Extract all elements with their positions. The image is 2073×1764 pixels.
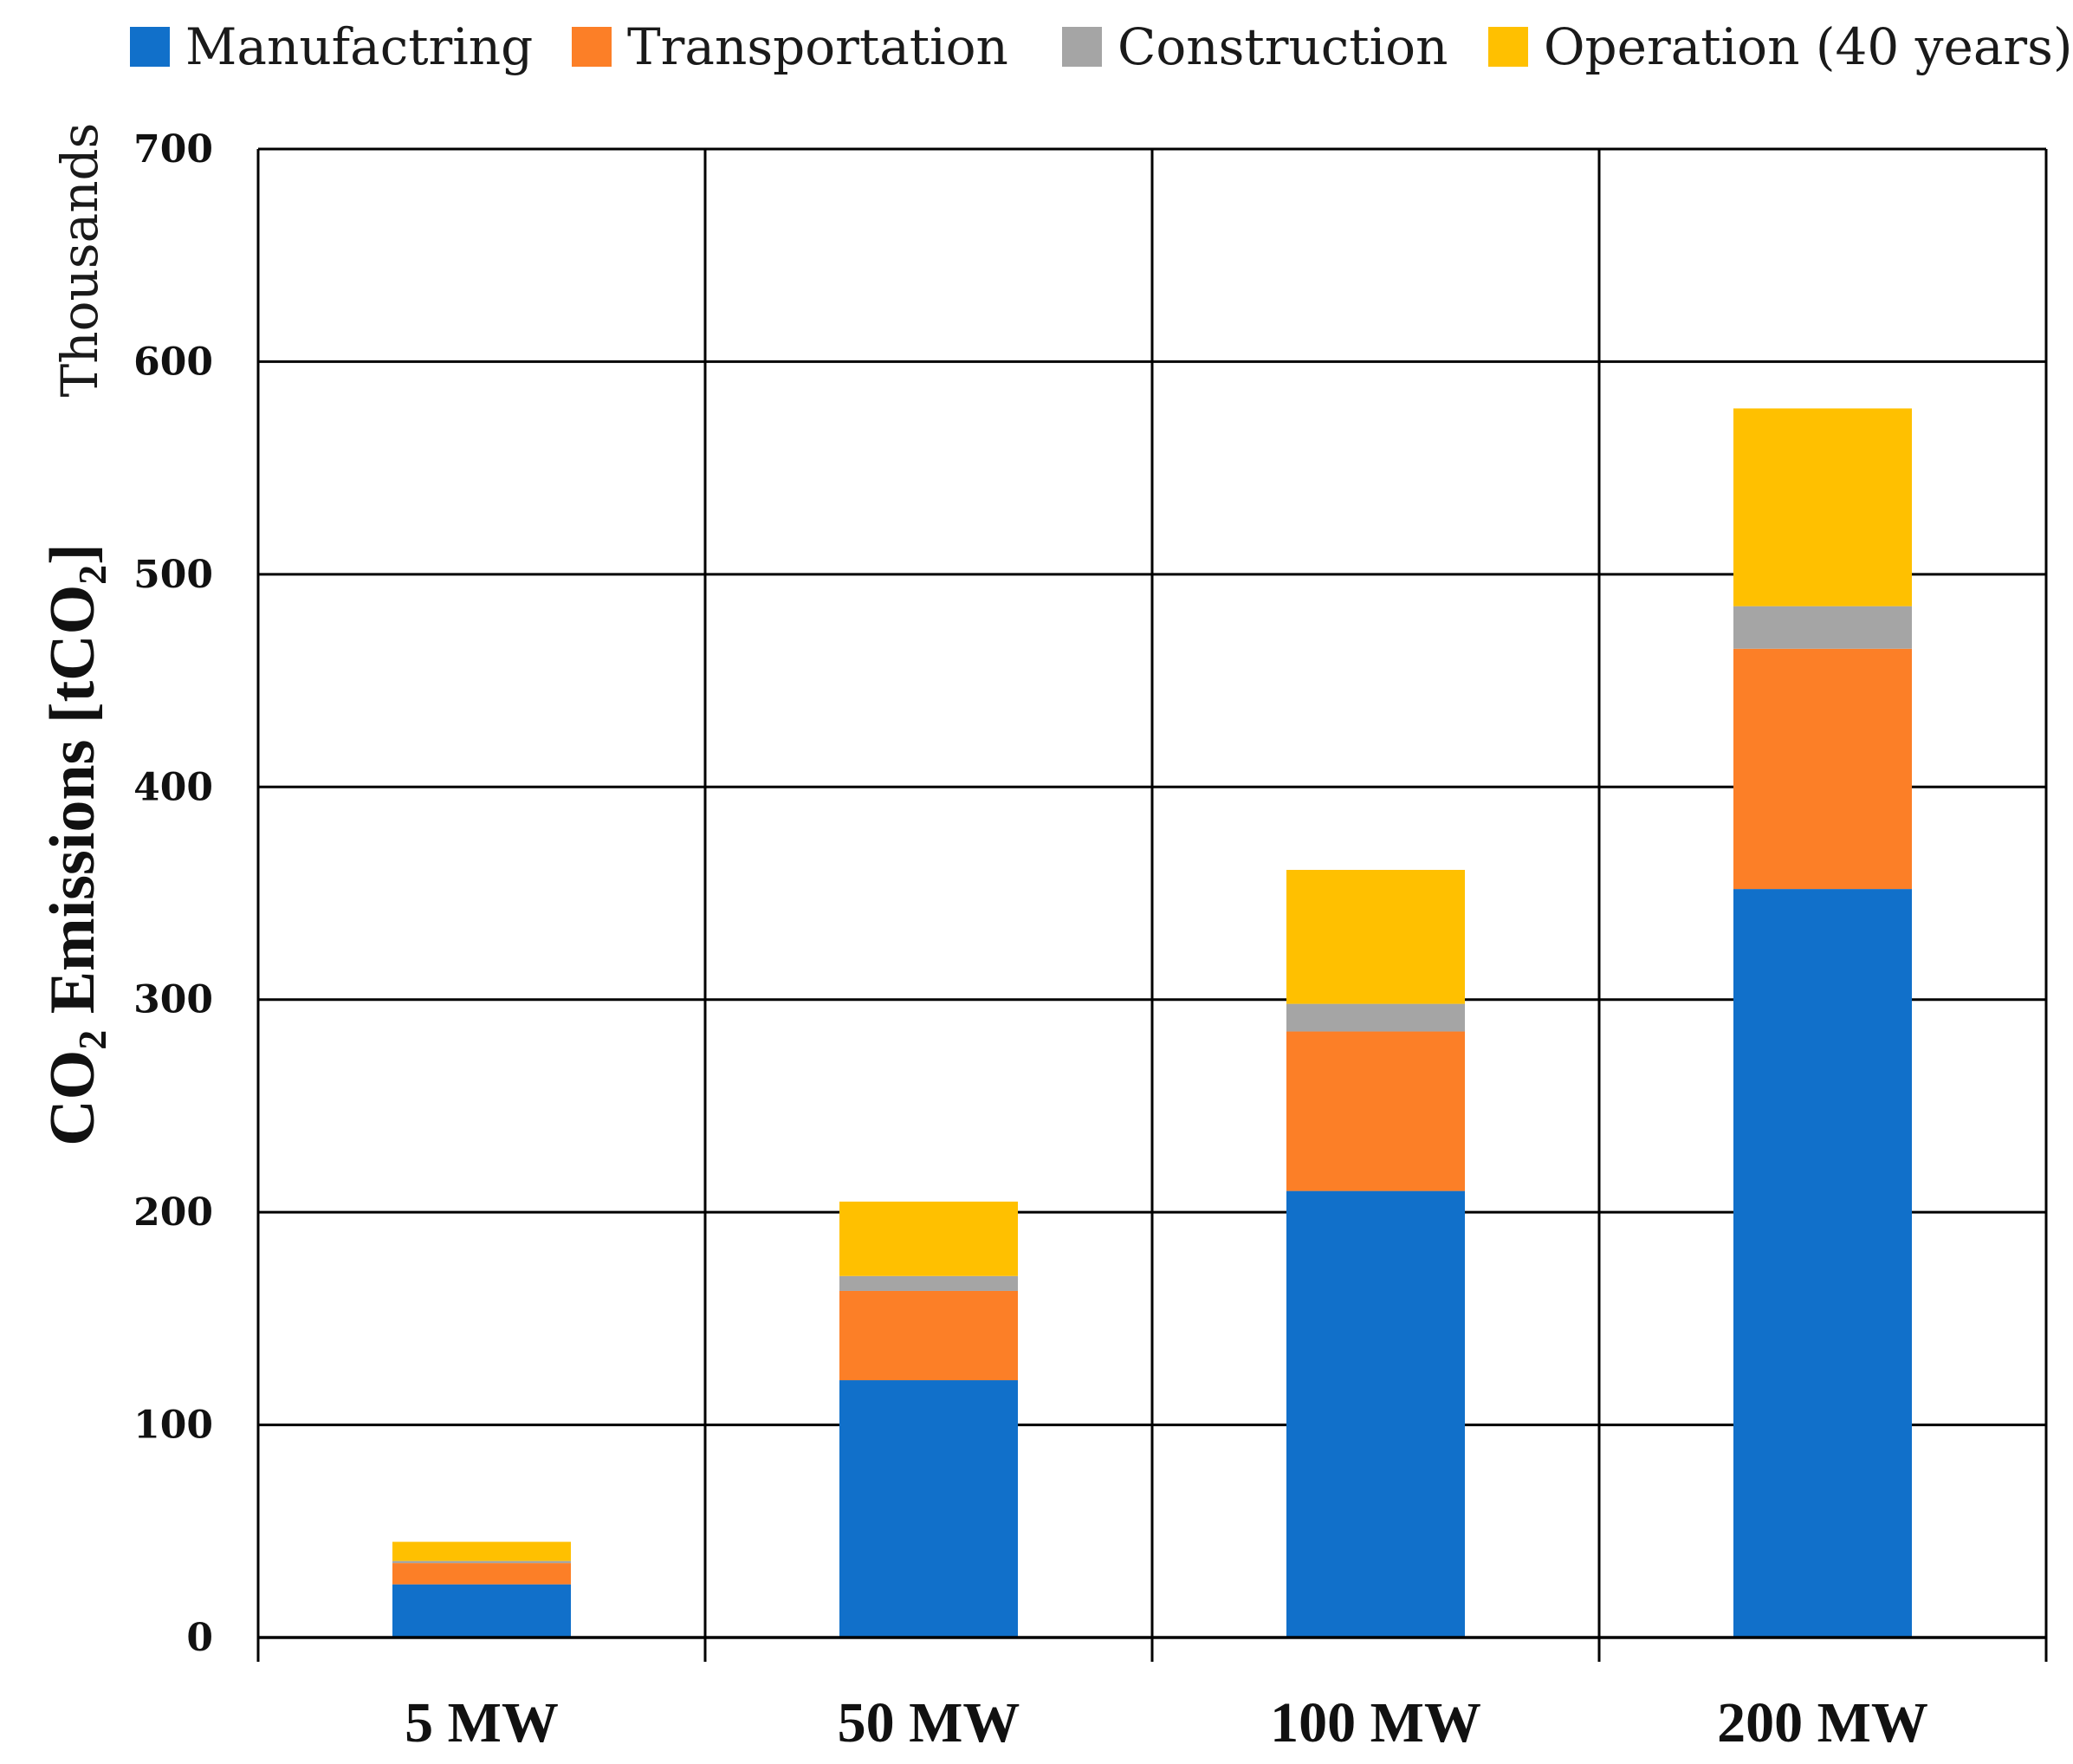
- bar-segment: [392, 1541, 571, 1561]
- legend-label: Transportation: [627, 17, 1008, 76]
- bar-segment: [1286, 870, 1465, 1004]
- y-axis-title-middle-sub: 2: [70, 565, 114, 585]
- bar-segment: [392, 1563, 571, 1585]
- legend-swatch: [572, 27, 612, 67]
- bar-segment: [1733, 606, 1912, 649]
- y-tick-label: 600: [133, 340, 213, 384]
- legend-swatch: [130, 27, 170, 67]
- y-axis-title-middle: Emissions [tCO: [37, 585, 108, 1030]
- bar-segment: [839, 1290, 1018, 1381]
- y-tick-labels: 0 100 200 300 400 500 600 700: [133, 127, 213, 1660]
- legend-label: Construction: [1117, 17, 1448, 76]
- legend-label: Manufactring: [185, 17, 533, 76]
- legend-label: Operation (40 years): [1544, 17, 2073, 76]
- x-category-label: 200 MW: [1717, 1691, 1928, 1754]
- y-tick-label: 0: [186, 1616, 213, 1660]
- x-category-label: 100 MW: [1270, 1691, 1481, 1754]
- x-category-labels: 5 MW 50 MW 100 MW 200 MW: [405, 1691, 1928, 1754]
- y-tick-label: 200: [133, 1190, 213, 1235]
- y-tick-label: 300: [133, 978, 213, 1022]
- y-axis-title-suffix: ]: [37, 543, 108, 565]
- bar-segment: [1733, 408, 1912, 606]
- bar-segment: [839, 1275, 1018, 1291]
- bar-segment: [1733, 648, 1912, 890]
- bar-segment: [839, 1380, 1018, 1638]
- bar-segment: [1286, 1003, 1465, 1032]
- x-category-label: 5 MW: [405, 1691, 559, 1754]
- bar-segment: [1733, 889, 1912, 1638]
- legend: Manufactring Transportation Construction Op…: [130, 17, 2073, 76]
- y-tick-label: 400: [133, 765, 213, 809]
- x-category-label: 50 MW: [838, 1691, 1020, 1754]
- axes: [256, 149, 2048, 1662]
- y-axis-title-prefix-sub: 2: [70, 1030, 114, 1050]
- bars: [392, 408, 1912, 1638]
- y-tick-label: 500: [133, 553, 213, 597]
- y-axis-title: CO2 Emissions [tCO2]: [37, 543, 114, 1146]
- bar-segment: [392, 1560, 571, 1564]
- legend-swatch: [1062, 27, 1102, 67]
- bar-segment: [839, 1201, 1018, 1276]
- bar-segment: [1286, 1190, 1465, 1638]
- bar-segment: [392, 1584, 571, 1638]
- y-tick-label: 700: [133, 127, 213, 172]
- y-axis-title-prefix: CO: [37, 1050, 108, 1146]
- y-tick-label: 100: [133, 1404, 213, 1448]
- bar-segment: [1286, 1031, 1465, 1191]
- y-multiplier-label: Thousands: [50, 123, 109, 398]
- legend-swatch: [1488, 27, 1528, 67]
